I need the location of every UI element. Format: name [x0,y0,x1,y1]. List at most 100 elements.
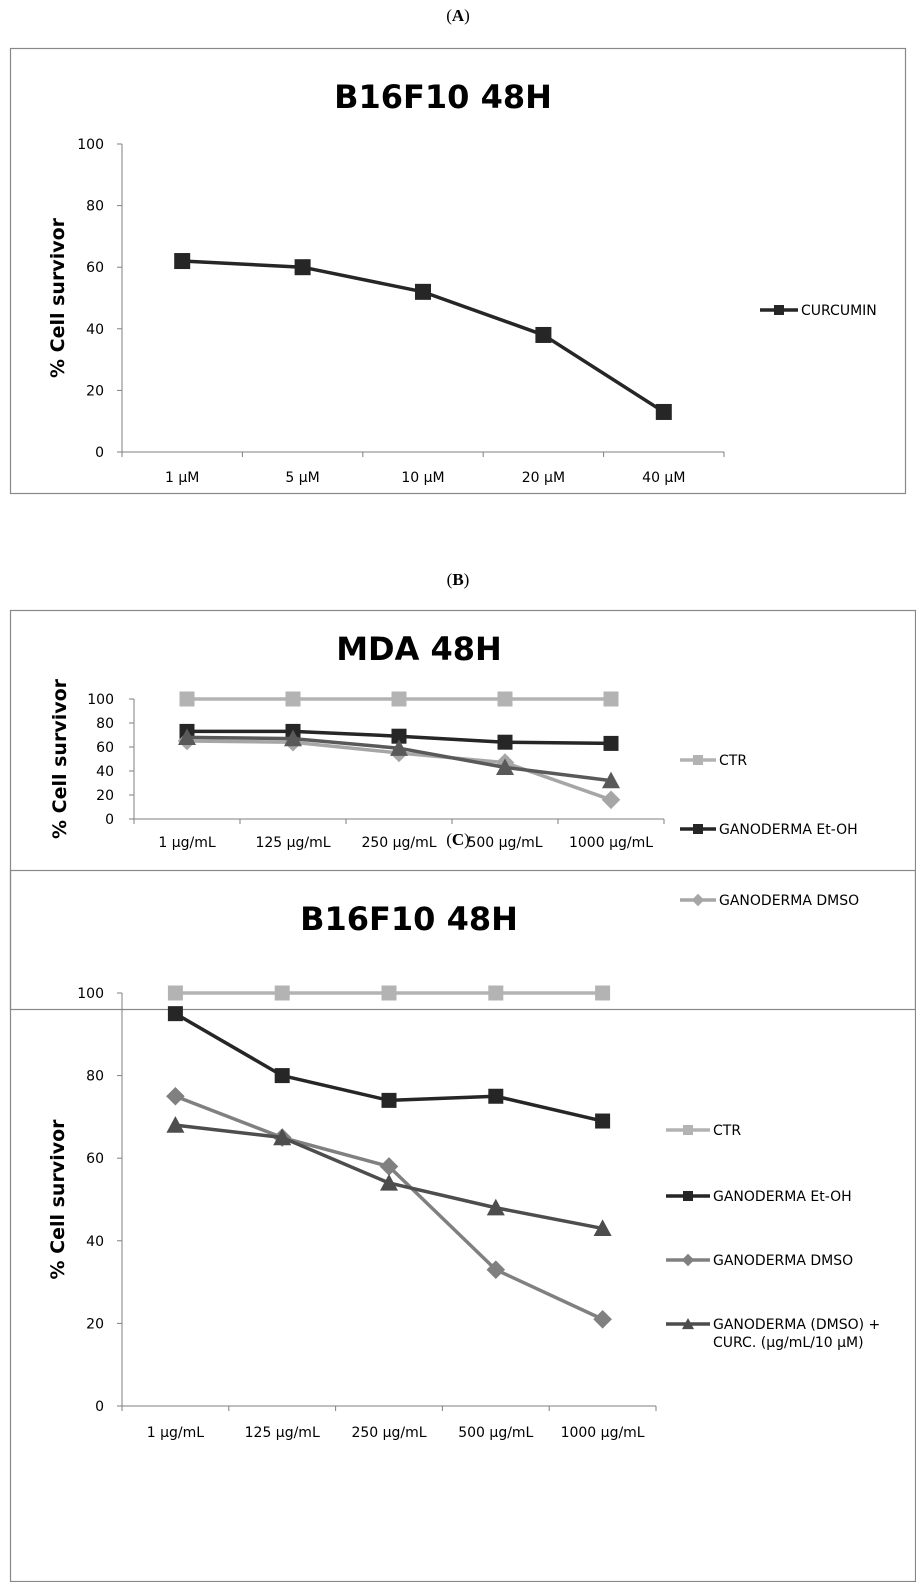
chart-a-x-tick-label: 40 µM [642,470,685,486]
chart-c-y-tick-label: 20 [86,1316,104,1332]
chart-c-legend-marker-3 [681,1253,695,1267]
chart-c-y-tick-label: 40 [86,1234,104,1250]
chart-b-x-tick-label: 500 µg/mL [467,835,542,851]
chart-c-y-tick-label: 100 [77,986,104,1002]
chart-c-legend-marker-2 [683,1191,693,1201]
chart-b-legend-label-2: GANODERMA Et-OH [719,822,858,838]
chart-b-y-tick-label: 20 [96,788,114,804]
chart-a-x-tick-label: 5 µM [285,470,319,486]
chart-c-series-2-point [274,1068,290,1084]
panel-label-a: (A) [446,6,470,25]
chart-c-series-4-point [593,1219,612,1237]
chart-b-series-4-point [602,771,620,789]
panel-label-a-letter: A [451,6,465,25]
chart-b-legend-marker-1 [693,755,703,765]
chart-c-series-1-point [488,985,504,1001]
chart-a-series-1-point [655,403,672,420]
chart-b-series-2-point [603,735,619,751]
chart-c-x-tick-label: 1 µg/mL [147,1425,205,1441]
chart-b-series-1-point [179,691,195,707]
chart-a-y-tick-label: 20 [86,383,104,399]
chart-c-x-tick-label: 500 µg/mL [458,1425,533,1441]
chart-c-series-3-point [593,1309,612,1329]
chart-c-x-tick-label: 125 µg/mL [245,1425,320,1441]
chart-c-series-1-point [381,985,397,1001]
chart-a-series-1-point [415,283,431,300]
chart-c-legend-label-1: CTR [713,1123,741,1139]
chart-c-y-tick-label: 60 [86,1151,104,1167]
chart-c-title: B16F10 48H [300,900,518,938]
chart-c-series-3-point [379,1157,399,1176]
chart-a-ylabel: % Cell survivor [47,217,69,378]
chart-b-series-1-point [497,691,513,707]
chart-c-series-4-point [273,1128,292,1146]
chart-b-x-tick-label: 1000 µg/mL [569,835,653,851]
chart-c-y-tick-label: 80 [86,1069,104,1085]
chart-b-x-tick-label: 125 µg/mL [255,835,330,851]
chart-b-series-4-point [284,729,302,747]
panel-label-c-letter: C [451,830,465,849]
chart-a-y-tick-label: 0 [95,445,104,461]
chart-b-title: MDA 48H [336,630,502,668]
chart-a-y-tick-label: 80 [86,199,104,215]
chart-b-series-2-point [497,734,513,750]
chart-b-legend-label-3: GANODERMA DMSO [719,893,859,909]
chart-c-x-tick-label: 250 µg/mL [351,1425,426,1441]
chart-c-legend-label-3: GANODERMA DMSO [713,1253,853,1269]
chart-a-x-tick-label: 1 µM [165,470,199,486]
chart-c-series-2-point [595,1113,611,1129]
chart-c-ylabel: % Cell survivor [47,1119,69,1280]
chart-a-series-1-point [174,253,191,270]
chart-c-series-4-point [380,1173,398,1191]
chart-b: MDA 48H % Cell survivor 0 20 40 60 80 100 1 µg/m… [9,609,916,1011]
chart-a-x-tick-label: 20 µM [522,470,565,486]
chart-b-legend-marker-3 [691,893,705,907]
chart-b-y-tick-label: 60 [96,740,114,756]
chart-c-series-3-point [166,1086,185,1106]
chart-c-series-2-point [381,1092,397,1108]
chart-c-series-1-point [274,985,290,1001]
chart-c-series-4-point [486,1198,505,1216]
chart-b-series-1-point [603,691,619,707]
chart-b-legend-label-1: CTR [719,753,747,769]
chart-b-x-tick-label: 1 µg/mL [158,835,216,851]
chart-a-y-tick-label: 60 [86,260,104,276]
chart-c-series-2-point [488,1088,504,1104]
chart-a-title: B16F10 48H [334,78,552,116]
panel-label-b-letter: B [452,570,464,589]
chart-c-frame [9,869,916,1582]
chart-c-series-3-point [486,1260,506,1280]
chart-c-series-1-point [167,985,183,1001]
chart-b-series-2-point [391,728,407,744]
chart-a-series-1-line [182,259,665,414]
chart-b-x-tick-label: 250 µg/mL [361,835,436,851]
chart-c-series-2-point [167,1006,183,1022]
chart-b-series-4-point [178,728,196,746]
chart-a-series-1-point [294,259,311,276]
chart-a-legend-marker-1 [774,305,784,315]
chart-c-legend-label-2: GANODERMA Et-OH [713,1189,852,1205]
panel-label-c: (C) [446,830,470,849]
chart-c-x-tick-label: 1000 µg/mL [561,1425,645,1441]
chart-c-legend-marker-4 [682,1318,694,1330]
chart-a-x-tick-label: 10 µM [401,470,444,486]
chart-a-y-tick-label: 100 [77,137,104,153]
chart-c-series-1-point [595,985,611,1001]
chart-b-series-3-point [601,790,621,810]
chart-c-series-4-point [166,1116,185,1133]
chart-b-y-tick-label: 0 [105,812,114,828]
chart-a-y-tick-label: 40 [86,322,104,338]
chart-b-series-4-point [496,758,514,776]
panel-label-b: (B) [446,570,470,589]
chart-b-series-1-point [391,691,407,707]
chart-c-y-tick-label: 0 [95,1399,104,1415]
chart-a-series-1-point [535,326,552,343]
chart-c-legend-label-4: GANODERMA (DMSO) + [713,1317,880,1333]
chart-c: B16F10 48H % Cell survivor 0 20 40 60 80 100 1 µ… [9,869,916,1582]
chart-c-legend-label-4: CURC. (µg/mL/10 µM) [713,1335,864,1351]
chart-a-frame [9,47,907,495]
chart-c-legend-marker-1 [683,1125,693,1135]
chart-b-y-tick-label: 80 [96,716,114,732]
chart-b-y-tick-label: 100 [87,692,114,708]
chart-a-legend-label-1: CURCUMIN [801,303,877,319]
